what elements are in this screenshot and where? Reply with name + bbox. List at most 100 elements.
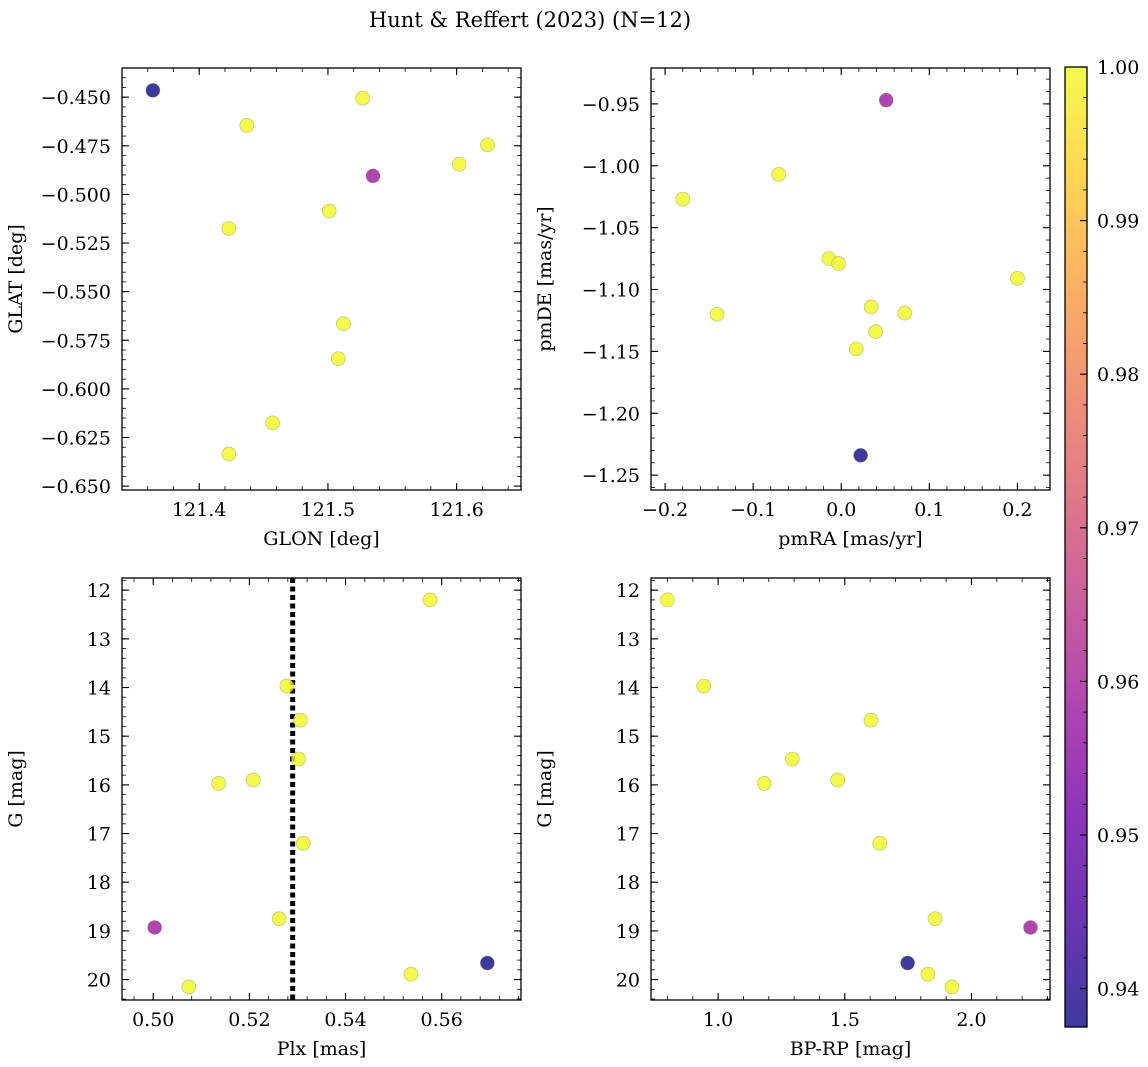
x-tick-label: 1.0: [703, 1009, 733, 1031]
data-point: [321, 203, 337, 219]
panel-bprp-g: 1.0 1.5 2.0 12 13 14 15 16 17 18 19 20 BP-RP [mag] G …: [534, 577, 1051, 1060]
colorbar-frame: [1064, 66, 1088, 1028]
data-point: [147, 920, 163, 935]
x-axis-label: GLON [deg]: [263, 528, 379, 550]
y-axis-label: pmDE [mas/yr]: [534, 206, 556, 351]
colorbar-tick-label: 0.98: [1097, 364, 1139, 386]
data-point: [863, 299, 879, 315]
data-point: [265, 415, 280, 431]
y-tick-label: 19: [87, 921, 111, 943]
y-tick-label: 18: [87, 872, 111, 894]
y-tick-label: 16: [87, 775, 111, 797]
y-tick-label: −0.575: [41, 330, 111, 352]
data-point: [245, 772, 261, 788]
data-point: [927, 911, 943, 927]
x-tick-label: 0.56: [421, 1009, 463, 1031]
y-tick-label: 15: [616, 726, 640, 748]
x-axis-label: pmRA [mas/yr]: [778, 528, 922, 550]
x-tick-label: 0.54: [324, 1009, 366, 1031]
data-point: [292, 712, 308, 728]
figure-title: Hunt & Reffert (2023) (N=12): [369, 8, 691, 32]
colorbar-tick-label: 1.00: [1097, 57, 1139, 79]
data-point: [451, 156, 467, 172]
data-point: [330, 351, 346, 367]
axes-frame: [650, 577, 1051, 1001]
data-point: [696, 678, 712, 694]
y-tick-label: 15: [87, 726, 111, 748]
colorbar-tick-label: 0.95: [1097, 825, 1139, 847]
y-tick-label: 20: [87, 970, 111, 992]
data-point: [944, 979, 960, 995]
data-point: [872, 835, 888, 851]
data-point: [480, 137, 495, 153]
data-point: [900, 955, 915, 971]
y-tick-label: −0.625: [41, 427, 111, 449]
colorbar-tick-label: 0.94: [1097, 979, 1139, 1001]
x-tick-label: −0.1: [730, 499, 776, 521]
data-point: [422, 592, 438, 608]
data-point: [853, 447, 868, 463]
data-point: [365, 168, 381, 184]
y-tick-label: −0.600: [41, 379, 111, 401]
x-tick-label: 1.5: [830, 1009, 860, 1031]
y-tick-label: −1.20: [582, 403, 640, 425]
data-point: [831, 256, 846, 271]
x-axis-label: Plx [mas]: [277, 1038, 367, 1060]
data-point: [897, 305, 913, 321]
y-tick-label: −1.25: [582, 465, 640, 487]
panel-pmra-pmde: −0.2 −0.1 0.0 0.1 0.2 −0.95 −1.00 −1.05 −1.10 −1.…: [534, 67, 1051, 550]
y-tick-label: −1.10: [582, 280, 640, 302]
y-axis-label: G [mag]: [534, 750, 556, 828]
x-tick-label: 0.1: [914, 499, 944, 521]
data-point: [145, 83, 161, 98]
y-tick-label: 16: [616, 775, 640, 797]
y-tick-label: −1.05: [582, 218, 640, 240]
data-point: [336, 316, 351, 332]
x-tick-label: 0.52: [228, 1009, 270, 1031]
colorbar-tick-label: 0.97: [1097, 518, 1139, 540]
data-point: [756, 776, 772, 791]
data-point: [221, 221, 237, 236]
data-point: [1023, 920, 1038, 935]
data-point: [660, 592, 675, 608]
colorbar-tick-label: 0.96: [1097, 671, 1139, 693]
y-tick-label: 17: [87, 824, 111, 846]
data-point: [239, 118, 255, 133]
y-tick-label: −0.500: [41, 184, 111, 206]
data-point: [785, 751, 800, 767]
x-tick-label: 0.50: [132, 1009, 174, 1031]
x-tick-label: 2.0: [956, 1009, 986, 1031]
y-tick-label: 17: [616, 824, 640, 846]
data-point: [675, 191, 691, 207]
colorbar: 0.94 0.95 0.96 0.97 0.98 0.99 1.00: [1064, 57, 1139, 1028]
y-tick-label: −0.550: [41, 282, 111, 304]
data-point: [771, 167, 787, 182]
axes-frame: [650, 67, 1051, 491]
data-point: [848, 341, 864, 357]
y-tick-label: −0.450: [41, 87, 111, 109]
data-point: [403, 966, 419, 982]
y-axis-label: GLAT [deg]: [5, 224, 27, 334]
colorbar-gradient: [1065, 67, 1087, 1027]
x-tick-label: 121.4: [172, 499, 226, 521]
y-tick-label: 12: [616, 580, 640, 602]
data-point: [920, 966, 936, 982]
data-point: [709, 306, 725, 322]
colorbar-tick-label: 0.99: [1097, 211, 1139, 233]
data-point: [878, 92, 894, 108]
panel-glon-glat: 121.4 121.5 121.6 −0.450 −0.475 −0.500 −0.525 −…: [5, 67, 522, 550]
x-tick-label: −0.2: [642, 499, 688, 521]
data-point: [221, 446, 237, 462]
data-point: [291, 751, 306, 767]
data-point: [181, 979, 197, 995]
y-axis-label: G [mag]: [5, 750, 27, 828]
x-tick-label: 121.6: [429, 499, 483, 521]
x-tick-label: 121.5: [301, 499, 355, 521]
data-point: [479, 955, 495, 971]
y-tick-label: 12: [87, 580, 111, 602]
y-tick-label: 19: [616, 921, 640, 943]
panel-plx-g: 0.50 0.52 0.54 0.56 12 13 14 15 16 17 18 19 20 Plx [m…: [5, 577, 522, 1060]
data-point: [279, 678, 295, 694]
axes-frame: [121, 67, 522, 491]
data-point: [1010, 271, 1025, 286]
